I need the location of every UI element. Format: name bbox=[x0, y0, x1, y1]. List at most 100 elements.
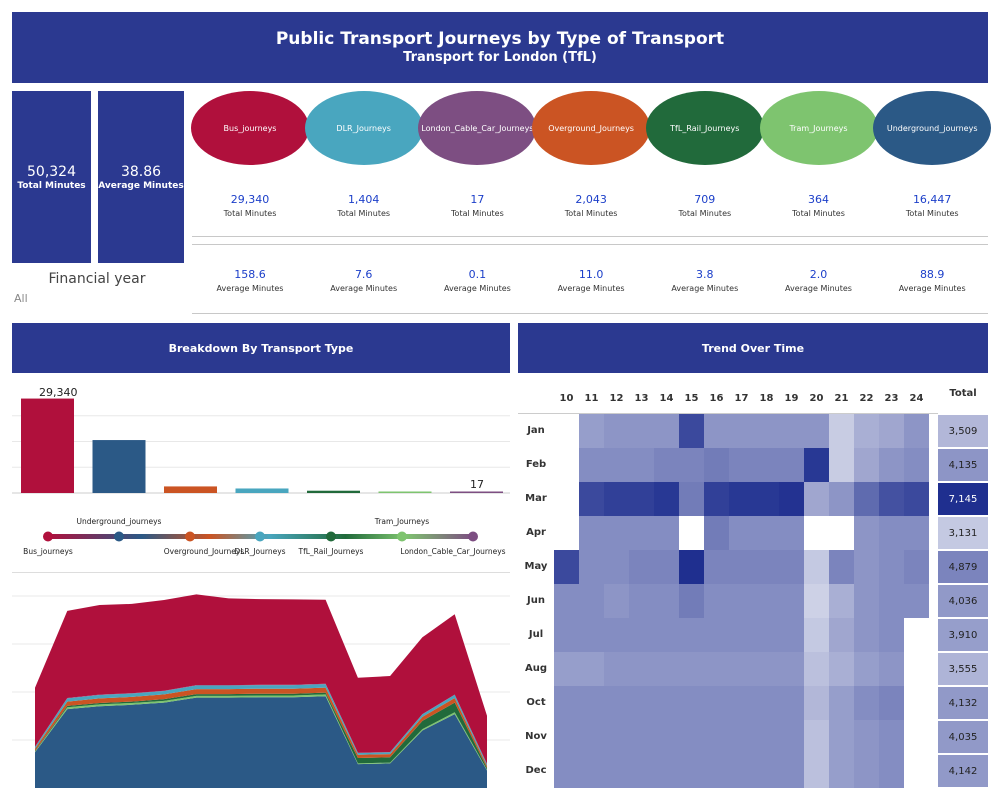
heatmap-cell[interactable] bbox=[679, 550, 704, 584]
heatmap-cell[interactable] bbox=[604, 584, 629, 618]
heatmap-cell[interactable] bbox=[754, 584, 779, 618]
heatmap-cell[interactable] bbox=[729, 550, 754, 584]
heatmap-cell[interactable] bbox=[679, 448, 704, 482]
heatmap-cell[interactable] bbox=[779, 584, 804, 618]
heatmap-cell[interactable] bbox=[579, 652, 604, 686]
heatmap-cell[interactable] bbox=[904, 652, 929, 686]
bar-underground-journeys[interactable] bbox=[92, 440, 146, 493]
heatmap-cell[interactable] bbox=[629, 584, 654, 618]
heatmap-cell[interactable] bbox=[829, 414, 854, 448]
heatmap-cell[interactable] bbox=[729, 482, 754, 516]
heatmap-cell[interactable] bbox=[579, 414, 604, 448]
heatmap-cell[interactable] bbox=[754, 516, 779, 550]
heatmap-cell[interactable] bbox=[654, 652, 679, 686]
heatmap-cell[interactable] bbox=[629, 652, 654, 686]
heatmap-cell[interactable] bbox=[604, 414, 629, 448]
legend-dot[interactable] bbox=[43, 531, 53, 542]
heatmap-cell[interactable] bbox=[879, 414, 904, 448]
heatmap-cell[interactable] bbox=[654, 720, 679, 754]
heatmap-cell[interactable] bbox=[879, 720, 904, 754]
transport-type-bubble[interactable]: Bus_journeys bbox=[191, 91, 309, 165]
heatmap-cell[interactable] bbox=[704, 754, 729, 788]
area-underground-journeys[interactable] bbox=[35, 696, 487, 788]
heatmap-cell[interactable] bbox=[654, 482, 679, 516]
heatmap-cell[interactable] bbox=[654, 618, 679, 652]
heatmap-cell[interactable] bbox=[904, 482, 929, 516]
heatmap-cell[interactable] bbox=[579, 482, 604, 516]
heatmap-cell[interactable] bbox=[754, 686, 779, 720]
legend-dot[interactable] bbox=[114, 531, 124, 542]
heatmap-cell[interactable] bbox=[879, 482, 904, 516]
heatmap-cell[interactable] bbox=[879, 686, 904, 720]
heatmap-cell[interactable] bbox=[804, 652, 829, 686]
heatmap-cell[interactable] bbox=[779, 686, 804, 720]
heatmap-cell[interactable] bbox=[804, 754, 829, 788]
bar-london-cable-car-journeys[interactable] bbox=[450, 491, 503, 494]
heatmap-cell[interactable] bbox=[854, 414, 879, 448]
heatmap-cell[interactable] bbox=[804, 448, 829, 482]
transport-type-bubble[interactable]: Tram_Journeys bbox=[759, 91, 878, 165]
heatmap-cell[interactable] bbox=[704, 550, 729, 584]
heatmap-cell[interactable] bbox=[879, 516, 904, 550]
heatmap-cell[interactable] bbox=[754, 618, 779, 652]
heatmap-cell[interactable] bbox=[604, 482, 629, 516]
heatmap-cell[interactable] bbox=[729, 448, 754, 482]
heatmap-cell[interactable] bbox=[704, 414, 729, 448]
heatmap-cell[interactable] bbox=[604, 448, 629, 482]
heatmap-cell[interactable] bbox=[579, 720, 604, 754]
heatmap-cell[interactable] bbox=[629, 482, 654, 516]
heatmap-cell[interactable] bbox=[779, 516, 804, 550]
heatmap-cell[interactable] bbox=[679, 652, 704, 686]
heatmap-cell[interactable] bbox=[629, 550, 654, 584]
heatmap-cell[interactable] bbox=[704, 516, 729, 550]
heatmap-cell[interactable] bbox=[704, 652, 729, 686]
area-bus-journeys[interactable] bbox=[35, 594, 487, 764]
heatmap-cell[interactable] bbox=[654, 754, 679, 788]
heatmap-cell[interactable] bbox=[579, 686, 604, 720]
heatmap-cell[interactable] bbox=[879, 550, 904, 584]
heatmap-cell[interactable] bbox=[654, 448, 679, 482]
transport-type-bubble[interactable]: London_Cable_Car_Journeys bbox=[418, 91, 537, 165]
heatmap-cell[interactable] bbox=[779, 414, 804, 448]
heatmap-cell[interactable] bbox=[804, 686, 829, 720]
heatmap-cell[interactable] bbox=[604, 754, 629, 788]
heatmap-cell[interactable] bbox=[679, 414, 704, 448]
heatmap-cell[interactable] bbox=[879, 754, 904, 788]
heatmap-cell[interactable] bbox=[554, 482, 579, 516]
bar-dlr-journeys[interactable] bbox=[235, 488, 289, 493]
heatmap-cell[interactable] bbox=[729, 414, 754, 448]
heatmap-cell[interactable] bbox=[829, 584, 854, 618]
heatmap-cell[interactable] bbox=[704, 448, 729, 482]
heatmap-cell[interactable] bbox=[729, 652, 754, 686]
heatmap-cell[interactable] bbox=[554, 720, 579, 754]
heatmap-cell[interactable] bbox=[779, 652, 804, 686]
transport-type-bubble[interactable]: Overground_Journeys bbox=[532, 91, 651, 165]
heatmap-cell[interactable] bbox=[704, 686, 729, 720]
heatmap-cell[interactable] bbox=[829, 686, 854, 720]
heatmap-cell[interactable] bbox=[854, 686, 879, 720]
heatmap-cell[interactable] bbox=[854, 754, 879, 788]
heatmap-cell[interactable] bbox=[904, 618, 929, 652]
heatmap-cell[interactable] bbox=[629, 516, 654, 550]
bar-tram-journeys[interactable] bbox=[378, 491, 432, 494]
bar-tfl-rail-journeys[interactable] bbox=[307, 490, 360, 493]
heatmap-cell[interactable] bbox=[829, 550, 854, 584]
heatmap-cell[interactable] bbox=[804, 414, 829, 448]
heatmap-cell[interactable] bbox=[554, 618, 579, 652]
heatmap-cell[interactable] bbox=[829, 652, 854, 686]
heatmap-cell[interactable] bbox=[579, 516, 604, 550]
heatmap-cell[interactable] bbox=[854, 618, 879, 652]
heatmap-cell[interactable] bbox=[704, 720, 729, 754]
heatmap-cell[interactable] bbox=[579, 584, 604, 618]
heatmap-cell[interactable] bbox=[704, 584, 729, 618]
heatmap-cell[interactable] bbox=[754, 414, 779, 448]
heatmap-cell[interactable] bbox=[904, 550, 929, 584]
heatmap-cell[interactable] bbox=[729, 686, 754, 720]
heatmap-cell[interactable] bbox=[804, 618, 829, 652]
heatmap-cell[interactable] bbox=[579, 550, 604, 584]
heatmap-cell[interactable] bbox=[804, 550, 829, 584]
heatmap-cell[interactable] bbox=[604, 652, 629, 686]
heatmap-cell[interactable] bbox=[729, 516, 754, 550]
heatmap-cell[interactable] bbox=[554, 516, 579, 550]
legend-dot[interactable] bbox=[468, 531, 478, 542]
